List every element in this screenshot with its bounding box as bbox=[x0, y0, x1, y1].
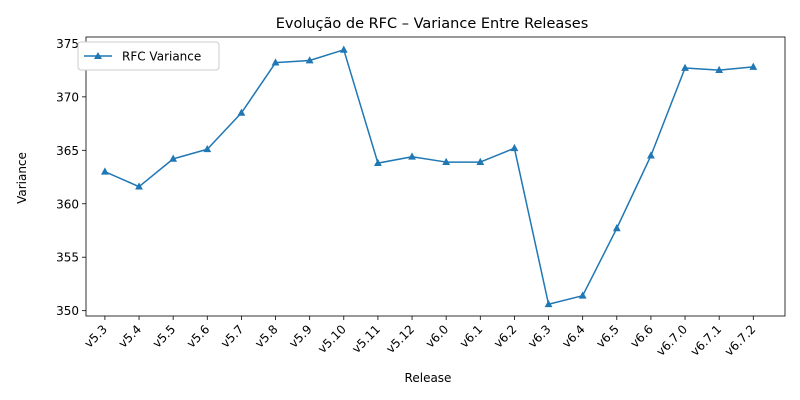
chart-title: Evolução de RFC – Variance Entre Release… bbox=[276, 16, 589, 32]
data-point-marker bbox=[749, 62, 758, 70]
data-point-marker bbox=[339, 45, 348, 53]
data-point-marker bbox=[237, 108, 246, 116]
legend-label: RFC Variance bbox=[122, 50, 201, 64]
x-tick-label: v5.5 bbox=[150, 322, 178, 350]
data-point-marker bbox=[544, 299, 553, 308]
data-point-marker bbox=[578, 291, 587, 299]
data-point-marker bbox=[408, 152, 416, 160]
x-tick-label: v6.1 bbox=[457, 322, 485, 350]
x-tick-label: v5.6 bbox=[184, 322, 212, 350]
data-point-marker bbox=[169, 154, 178, 162]
series-line bbox=[104, 49, 754, 305]
x-axis-title: Release bbox=[405, 371, 452, 385]
data-point-marker bbox=[612, 224, 621, 232]
data-point-marker bbox=[305, 56, 314, 64]
data-point-marker bbox=[715, 65, 724, 74]
y-tick-label: 375 bbox=[56, 37, 79, 51]
x-tick-label: v5.8 bbox=[252, 322, 280, 350]
x-tick-label: v5.10 bbox=[315, 322, 349, 356]
y-tick-label: 350 bbox=[56, 304, 79, 318]
x-tick-label: v6.3 bbox=[525, 322, 553, 350]
data-point-marker bbox=[203, 144, 212, 153]
series-group bbox=[101, 45, 758, 308]
x-tick-label: v6.6 bbox=[628, 322, 656, 350]
data-point-marker bbox=[271, 58, 280, 66]
legend-marker-triangle-icon bbox=[94, 52, 102, 59]
data-point-marker bbox=[510, 143, 519, 152]
y-axis-title: Variance bbox=[15, 152, 29, 204]
x-tick-label: v5.11 bbox=[349, 322, 383, 356]
y-tick-label: 365 bbox=[56, 144, 79, 158]
plot-area bbox=[85, 36, 786, 317]
x-tick-label: v5.4 bbox=[116, 322, 144, 350]
y-tick-label: 360 bbox=[56, 197, 79, 211]
x-tick-label: v6.2 bbox=[491, 322, 519, 350]
x-tick-label: v5.9 bbox=[286, 322, 314, 350]
x-tick-label: v5.12 bbox=[383, 322, 417, 356]
legend: RFC Variance bbox=[77, 41, 220, 71]
data-point-marker bbox=[374, 158, 382, 167]
data-point-marker bbox=[681, 63, 689, 71]
y-tick-label: 370 bbox=[56, 90, 79, 104]
x-axis: v5.3 v5.4 v5.5 v5.6 v5.7 v5.8 v5.9 v5.10 v5.11 v5… bbox=[82, 316, 759, 359]
x-tick-label: v6.5 bbox=[593, 322, 621, 350]
data-point-marker bbox=[135, 182, 143, 190]
x-tick-label: v5.3 bbox=[82, 322, 110, 350]
x-tick-label: v6.7.0 bbox=[654, 322, 691, 359]
data-point-marker bbox=[647, 151, 655, 159]
data-point-marker bbox=[101, 167, 109, 175]
x-tick-label: v6.7.1 bbox=[688, 322, 725, 359]
x-tick-label: v6.7.2 bbox=[722, 322, 759, 359]
data-point-marker bbox=[476, 157, 485, 165]
x-tick-label: v6.0 bbox=[423, 322, 451, 350]
y-axis: 350 355 360 365 370 375 bbox=[56, 37, 86, 318]
plot-frame bbox=[85, 36, 786, 317]
legend-box bbox=[77, 41, 220, 71]
y-tick-label: 355 bbox=[56, 251, 79, 265]
x-tick-label: v6.4 bbox=[559, 322, 587, 350]
data-point-marker bbox=[442, 157, 451, 165]
x-tick-label: v5.7 bbox=[218, 322, 246, 350]
